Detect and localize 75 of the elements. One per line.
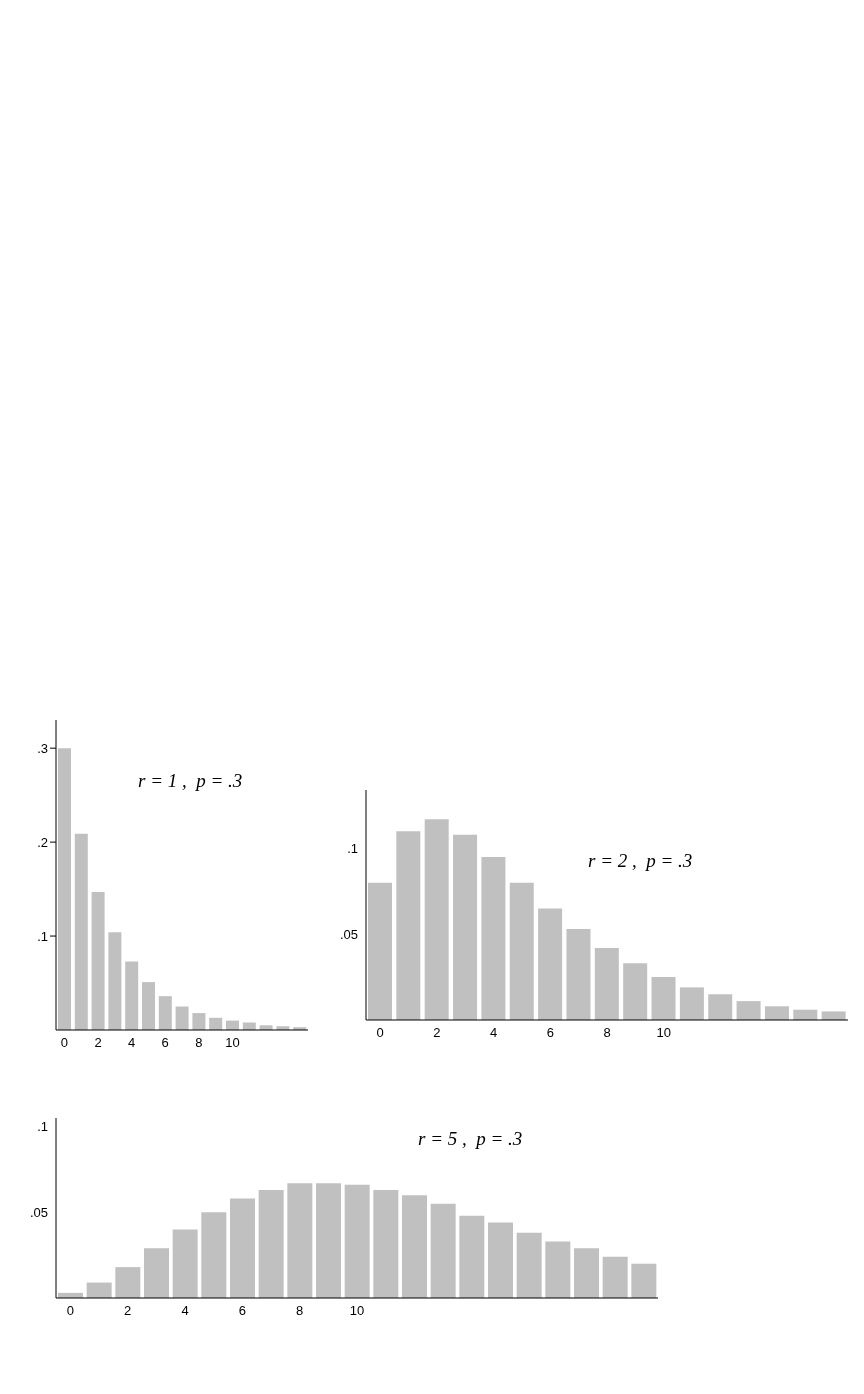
- y-tick-label: .2: [37, 834, 48, 850]
- bar: [230, 1198, 255, 1298]
- bar: [459, 1215, 485, 1298]
- bar: [108, 932, 122, 1030]
- bar: [344, 1184, 370, 1298]
- bar: [74, 833, 88, 1030]
- y-tick-label: .05: [29, 1204, 48, 1220]
- bar: [373, 1190, 399, 1298]
- bar: [623, 963, 648, 1020]
- bar: [86, 1282, 112, 1298]
- bar: [574, 1248, 599, 1298]
- bar: [368, 882, 392, 1020]
- bar: [736, 1001, 761, 1020]
- bar: [651, 977, 676, 1020]
- bar: [679, 987, 704, 1020]
- x-tick-label: 6: [238, 1303, 246, 1319]
- x-tick-label: 10: [225, 1035, 240, 1051]
- x-tick-label: 4: [489, 1025, 498, 1041]
- bar: [538, 908, 563, 1020]
- x-tick-label: 2: [94, 1035, 102, 1051]
- x-tick-label: 10: [349, 1303, 365, 1319]
- x-tick-label: 8: [195, 1035, 203, 1051]
- bar: [402, 1195, 427, 1298]
- bar: [209, 1017, 223, 1030]
- annotation: r = 5 , p = .3: [418, 1128, 523, 1150]
- bar: [631, 1263, 657, 1298]
- bar: [258, 1190, 284, 1298]
- bar: [144, 1248, 169, 1298]
- bar: [192, 1013, 206, 1030]
- bar: [488, 1222, 513, 1298]
- bar: [115, 1267, 141, 1298]
- bar: [594, 947, 619, 1020]
- x-tick-label: 10: [656, 1025, 671, 1041]
- bar: [242, 1022, 256, 1030]
- bar: [91, 891, 105, 1030]
- x-tick-label: 0: [66, 1303, 74, 1319]
- bar: [172, 1229, 198, 1298]
- x-tick-label: 2: [124, 1303, 132, 1319]
- x-tick-label: 4: [181, 1303, 189, 1319]
- bar: [316, 1183, 341, 1298]
- annotation: r = 1 , p = .3: [138, 770, 243, 792]
- bar: [142, 982, 155, 1030]
- bar: [125, 961, 139, 1030]
- y-tick-label: .1: [37, 928, 48, 944]
- bar: [509, 882, 534, 1020]
- annotation: r = 2 , p = .3: [588, 850, 693, 872]
- y-tick-label: .3: [37, 740, 48, 756]
- bar: [201, 1212, 227, 1298]
- bar: [287, 1183, 313, 1298]
- bar: [430, 1203, 456, 1298]
- bar: [545, 1241, 571, 1298]
- bar: [158, 996, 172, 1030]
- bar: [708, 994, 733, 1020]
- y-tick-label: .05: [339, 926, 358, 942]
- bar: [764, 1006, 789, 1020]
- bar: [516, 1232, 542, 1298]
- x-tick-label: 0: [376, 1025, 384, 1041]
- x-tick-label: 8: [603, 1025, 611, 1041]
- bar: [396, 831, 421, 1020]
- y-tick-label: .1: [37, 1119, 48, 1135]
- bar: [175, 1006, 189, 1030]
- bar: [566, 929, 591, 1020]
- x-tick-label: 2: [433, 1025, 441, 1041]
- x-tick-label: 8: [296, 1303, 304, 1319]
- bar: [58, 748, 71, 1030]
- bar: [481, 856, 506, 1020]
- bar: [821, 1011, 846, 1020]
- x-tick-label: 0: [60, 1035, 69, 1051]
- bar: [602, 1256, 628, 1298]
- x-tick-label: 4: [127, 1035, 136, 1051]
- x-tick-label: 6: [546, 1025, 554, 1041]
- x-tick-label: 6: [161, 1035, 169, 1051]
- bar: [453, 834, 478, 1020]
- y-tick-label: .1: [347, 840, 358, 856]
- bar: [424, 819, 449, 1020]
